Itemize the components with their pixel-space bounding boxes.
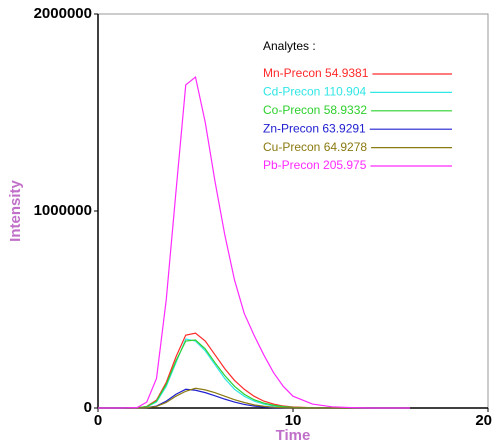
legend-label: Mn-Precon 54.9381 bbox=[263, 66, 369, 80]
y-tick-label: 1000000 bbox=[34, 202, 92, 219]
line-series bbox=[98, 75, 410, 409]
x-tick-label: 10 bbox=[285, 412, 302, 429]
legend-label: Cu-Precon 64.9278 bbox=[263, 140, 367, 154]
legend-label: Cd-Precon 110.904 bbox=[263, 85, 367, 99]
legend-label: Zn-Precon 63.9291 bbox=[263, 121, 366, 135]
legend-label: Pb-Precon 205.975 bbox=[263, 158, 367, 172]
x-axis-title: Time bbox=[276, 427, 311, 444]
legend-label: Co-Precon 58.9332 bbox=[263, 103, 367, 117]
legend-title: Analytes : bbox=[263, 39, 316, 53]
line-series bbox=[98, 339, 410, 409]
y-axis-title: Intensity bbox=[7, 180, 24, 242]
x-tick-label: 0 bbox=[94, 412, 102, 429]
line-series bbox=[98, 387, 410, 409]
y-tick-label: 2000000 bbox=[34, 5, 92, 22]
x-tick-label: 20 bbox=[475, 412, 492, 429]
line-series bbox=[98, 332, 410, 409]
y-tick-label: 0 bbox=[84, 399, 92, 416]
line-series bbox=[98, 338, 410, 409]
